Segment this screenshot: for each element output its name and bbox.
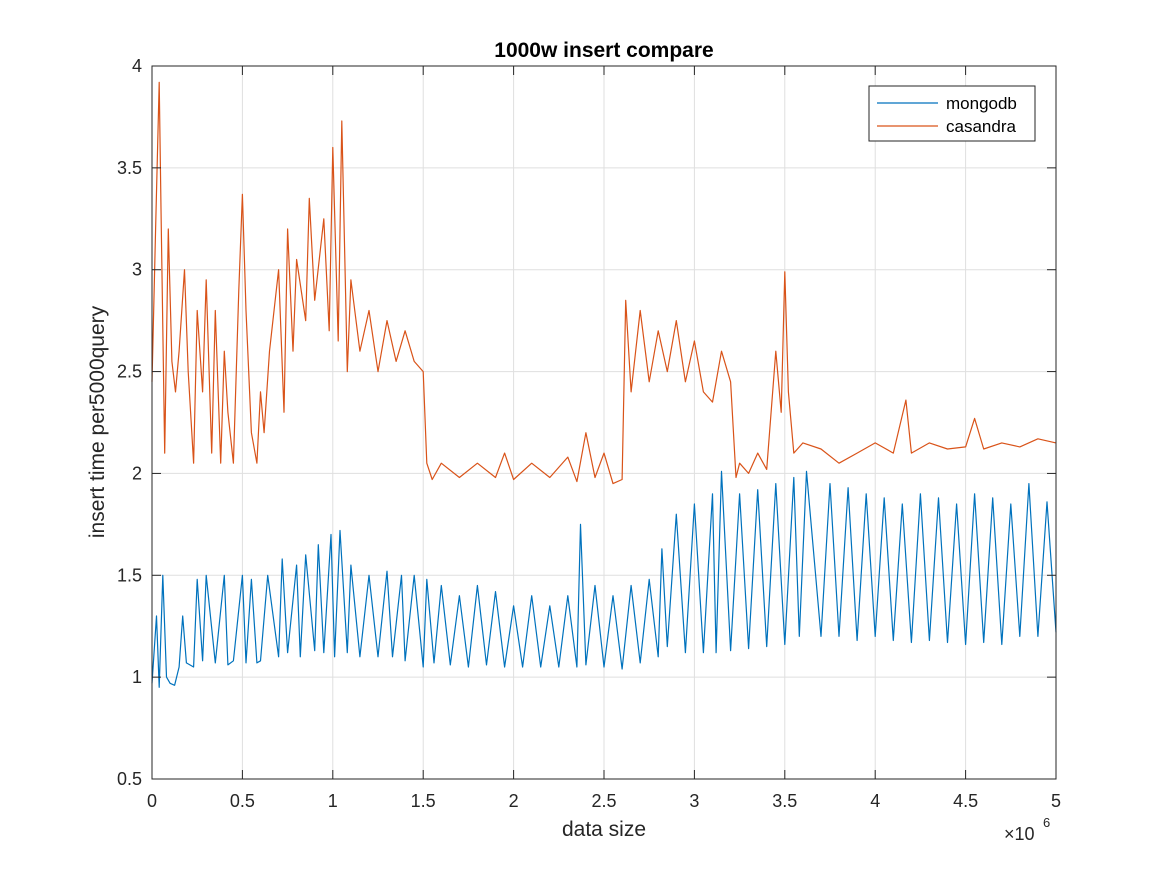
x-tick-label: 3 <box>689 791 699 811</box>
y-tick-label: 0.5 <box>117 769 142 789</box>
chart-title: 1000w insert compare <box>494 39 713 62</box>
x-axis-label: data size <box>562 818 646 841</box>
series-line-mongodb <box>151 470 1057 688</box>
x-tick-label: 4 <box>870 791 880 811</box>
legend-label-casandra: casandra <box>946 117 1016 136</box>
x-tick-label: 3.5 <box>772 791 797 811</box>
y-tick-label: 4 <box>132 56 142 76</box>
y-tick-label: 2 <box>132 463 142 483</box>
x-multiplier-exponent: 6 <box>1043 815 1050 830</box>
x-tick-label: 1.5 <box>411 791 436 811</box>
x-tick-label: 0 <box>147 791 157 811</box>
y-tick-label: 1 <box>132 667 142 687</box>
series-line-casandra <box>151 81 1057 485</box>
y-tick-label: 1.5 <box>117 565 142 585</box>
tick-labels: 0 0.5 1 1.5 2 2.5 3 3.5 4 4.5 50.511.522.533.54 <box>117 56 1061 811</box>
y-axis-label: insert time per5000query <box>86 305 109 538</box>
x-tick-label: 2.5 <box>591 791 616 811</box>
legend-label-mongodb: mongodb <box>946 94 1017 113</box>
legend-box <box>868 85 1036 142</box>
x-axis-multiplier: ×10 6 <box>1004 815 1050 844</box>
legend: mongodb casandra <box>868 85 1036 142</box>
x-tick-label: 5 <box>1051 791 1061 811</box>
x-tick-label: 2 <box>509 791 519 811</box>
x-multiplier-base: ×10 <box>1004 824 1035 844</box>
series-layer <box>151 81 1057 688</box>
y-tick-label: 2.5 <box>117 362 142 382</box>
x-tick-label: 4.5 <box>953 791 978 811</box>
x-tick-label: 1 <box>328 791 338 811</box>
x-tick-label: 0.5 <box>230 791 255 811</box>
axis-ticks <box>151 65 1057 780</box>
y-tick-label: 3 <box>132 260 142 280</box>
y-tick-label: 3.5 <box>117 158 142 178</box>
